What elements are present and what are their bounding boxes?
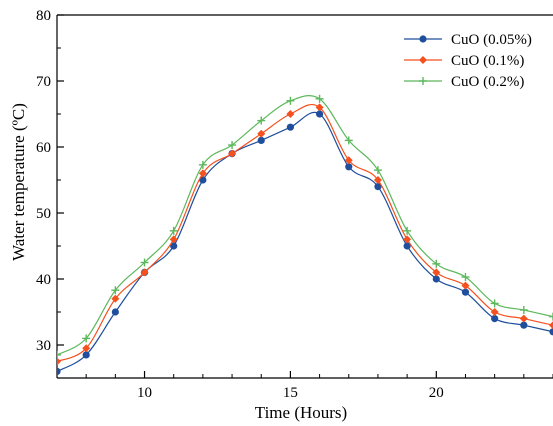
series-1-point-10 bbox=[140, 268, 149, 277]
series-1-point-17 bbox=[344, 156, 353, 165]
series-0-point-7 bbox=[57, 367, 61, 375]
legend-marker-1 bbox=[419, 56, 427, 64]
series-2-point-10 bbox=[140, 258, 149, 267]
y-tick-label-60: 60 bbox=[36, 140, 51, 156]
series-2-point-13 bbox=[228, 141, 237, 150]
series-0-point-14 bbox=[257, 136, 265, 144]
series-1-point-13 bbox=[228, 149, 237, 158]
series-1-point-11 bbox=[169, 235, 178, 244]
legend-label-0: CuO (0.05%) bbox=[451, 32, 532, 48]
y-tick-label-40: 40 bbox=[36, 272, 51, 288]
series-2-point-24 bbox=[549, 312, 553, 321]
legend: CuO (0.05%) CuO (0.1%) CuO (0.2%) bbox=[404, 32, 532, 90]
series-0-point-12 bbox=[199, 176, 207, 184]
x-axis-title: Time (Hours) bbox=[255, 403, 347, 422]
series-0-point-15 bbox=[286, 123, 295, 131]
series-2-point-15 bbox=[286, 96, 295, 105]
y-tick-label-70: 70 bbox=[36, 74, 51, 90]
legend-label-1: CuO (0.1%) bbox=[451, 53, 524, 69]
series-0-point-24 bbox=[549, 328, 553, 336]
series-2-point-12 bbox=[198, 160, 207, 169]
series-1-point-8 bbox=[82, 344, 91, 353]
series-2-point-18 bbox=[373, 166, 382, 175]
series-1-point-16 bbox=[315, 103, 324, 112]
x-tick-label-15: 15 bbox=[283, 385, 298, 401]
series-2-point-17 bbox=[344, 136, 353, 145]
series-1-point-15 bbox=[286, 110, 295, 118]
series-2-point-11 bbox=[169, 226, 178, 235]
plot-area bbox=[57, 94, 553, 375]
series-1-point-9 bbox=[111, 294, 120, 303]
series-1-point-14 bbox=[257, 129, 266, 138]
series-1-point-24 bbox=[549, 321, 553, 330]
series-0-point-18 bbox=[374, 183, 382, 191]
series-0-point-16 bbox=[315, 110, 324, 118]
series-line-2 bbox=[57, 94, 553, 356]
series-2-point-20 bbox=[432, 259, 441, 268]
series-layer bbox=[57, 94, 553, 375]
series-1-point-21 bbox=[461, 281, 470, 290]
series-1-point-19 bbox=[403, 235, 412, 244]
series-2-point-16 bbox=[315, 94, 324, 103]
series-0-point-9 bbox=[111, 308, 119, 316]
series-2-point-8 bbox=[82, 334, 91, 343]
series-1-point-22 bbox=[490, 308, 499, 316]
series-2-point-21 bbox=[461, 273, 470, 282]
series-0-point-20 bbox=[432, 275, 440, 283]
y-tick-label-50: 50 bbox=[36, 206, 51, 222]
series-2-point-19 bbox=[403, 226, 412, 235]
series-2-point-7 bbox=[57, 350, 61, 359]
series-2-point-14 bbox=[257, 116, 266, 125]
legend-marker-0 bbox=[419, 35, 427, 43]
series-0-point-23 bbox=[520, 321, 528, 329]
legend-label-2: CuO (0.2%) bbox=[451, 74, 524, 90]
series-0-point-19 bbox=[403, 242, 411, 250]
series-2-point-22 bbox=[490, 299, 499, 308]
series-1-point-12 bbox=[198, 169, 207, 178]
series-1-point-18 bbox=[373, 176, 382, 184]
axes: 30 40 50 60 70 80 10 15 20 bbox=[36, 8, 553, 401]
x-tick-label-20: 20 bbox=[429, 385, 444, 401]
series-1-point-23 bbox=[519, 314, 528, 323]
series-1-point-20 bbox=[432, 268, 441, 277]
legend-marker-2 bbox=[419, 77, 427, 85]
series-0-point-21 bbox=[461, 288, 470, 296]
x-tick-label-10: 10 bbox=[137, 385, 152, 401]
series-0-point-17 bbox=[345, 163, 353, 171]
series-2-point-9 bbox=[111, 286, 120, 295]
y-tick-label-30: 30 bbox=[36, 338, 51, 354]
series-2-point-23 bbox=[519, 306, 528, 315]
y-tick-label-80: 80 bbox=[36, 8, 51, 24]
y-axis-title: Water temperature (ºC) bbox=[9, 103, 28, 261]
series-0-point-22 bbox=[491, 315, 499, 323]
series-0-point-8 bbox=[82, 351, 90, 359]
series-1-point-7 bbox=[57, 357, 61, 366]
series-0-point-11 bbox=[170, 242, 178, 250]
